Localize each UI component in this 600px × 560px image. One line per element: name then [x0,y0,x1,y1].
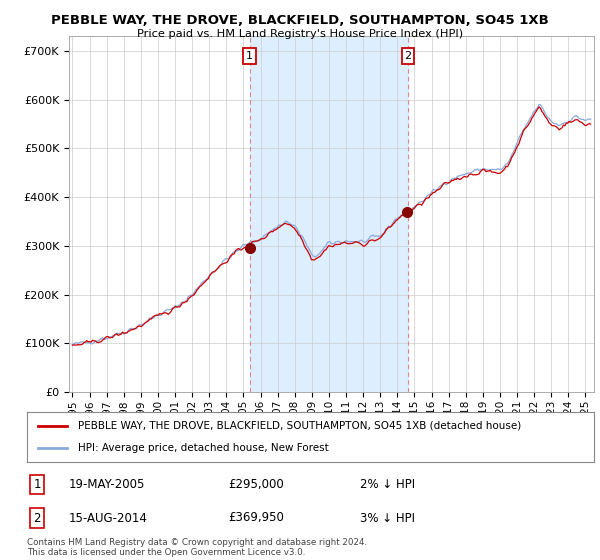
Text: £295,000: £295,000 [228,478,284,491]
Text: £369,950: £369,950 [228,511,284,525]
Text: PEBBLE WAY, THE DROVE, BLACKFIELD, SOUTHAMPTON, SO45 1XB: PEBBLE WAY, THE DROVE, BLACKFIELD, SOUTH… [51,14,549,27]
Text: 2: 2 [34,511,41,525]
Bar [250,36,408,392]
Text: 19-MAY-2005: 19-MAY-2005 [69,478,145,491]
Text: Contains HM Land Registry data © Crown copyright and database right 2024.
This d: Contains HM Land Registry data © Crown c… [27,538,367,557]
Text: 1: 1 [246,51,253,61]
Text: Price paid vs. HM Land Registry's House Price Index (HPI): Price paid vs. HM Land Registry's House … [137,29,463,39]
Text: PEBBLE WAY, THE DROVE, BLACKFIELD, SOUTHAMPTON, SO45 1XB (detached house): PEBBLE WAY, THE DROVE, BLACKFIELD, SOUTH… [78,421,521,431]
Text: 15-AUG-2014: 15-AUG-2014 [69,511,148,525]
Text: HPI: Average price, detached house, New Forest: HPI: Average price, detached house, New … [78,443,329,453]
Text: 3% ↓ HPI: 3% ↓ HPI [360,511,415,525]
Text: 2% ↓ HPI: 2% ↓ HPI [360,478,415,491]
Text: 2: 2 [404,51,412,61]
Text: 1: 1 [34,478,41,491]
